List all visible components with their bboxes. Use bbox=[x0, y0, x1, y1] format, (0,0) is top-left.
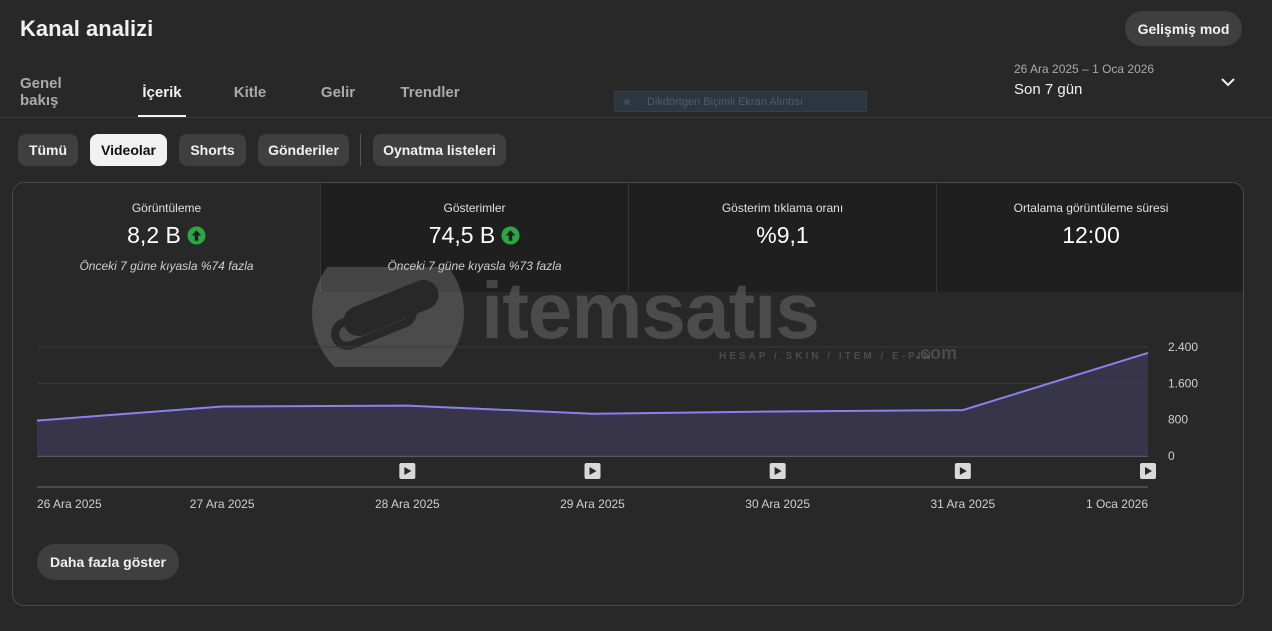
page-title: Kanal analizi bbox=[20, 16, 154, 41]
advanced-mode-button[interactable]: Gelişmiş mod bbox=[1125, 11, 1242, 46]
chip-playlists[interactable]: Oynatma listeleri bbox=[373, 134, 506, 166]
tab-content[interactable]: İçerik bbox=[138, 66, 186, 118]
metric-value: 12:00 bbox=[1062, 222, 1120, 248]
play-icon bbox=[1145, 467, 1152, 475]
x-tick-label: 1 Oca 2026 bbox=[1086, 497, 1148, 511]
y-tick-label: 1.600 bbox=[1168, 376, 1198, 390]
chip-posts[interactable]: Gönderiler bbox=[258, 134, 349, 166]
metric-label: Görüntüleme bbox=[131, 201, 202, 215]
metric-comparison: Önceki 7 güne kıyasla %74 fazla bbox=[79, 259, 254, 273]
show-more-button[interactable]: Daha fazla göster bbox=[37, 544, 179, 580]
x-tick-label: 31 Ara 2025 bbox=[930, 497, 995, 511]
metric-comparison: Önceki 7 güne kıyasla %73 fazla bbox=[387, 259, 562, 273]
metric-label: Gösterim tıklama oranı bbox=[721, 201, 844, 215]
trend-up-icon bbox=[501, 226, 520, 245]
metric-value-row: %9,1 bbox=[629, 222, 936, 249]
date-range-text: 26 Ara 2025 – 1 Oca 2026 bbox=[1014, 62, 1155, 76]
metric-value-row: 74,5 B bbox=[321, 222, 628, 249]
header-divider bbox=[0, 117, 1272, 118]
metric-label: Ortalama görüntüleme süresi bbox=[1013, 201, 1169, 215]
tab-audience[interactable]: Kitle bbox=[233, 83, 267, 101]
metric-value: %9,1 bbox=[756, 222, 809, 248]
trend-up-icon bbox=[187, 226, 206, 245]
metric-card-avg-view-duration[interactable]: Ortalama görüntüleme süresi 12:00 bbox=[937, 183, 1243, 292]
snipping-tooltip-label: Dikdörtgen Biçimli Ekran Alıntısı bbox=[647, 95, 803, 108]
metric-card-ctr[interactable]: Gösterim tıklama oranı %9,1 bbox=[629, 183, 937, 292]
chip-shorts[interactable]: Shorts bbox=[179, 134, 246, 166]
snip-icon bbox=[624, 99, 630, 105]
x-tick-label: 28 Ara 2025 bbox=[375, 497, 440, 511]
x-tick-label: 26 Ara 2025 bbox=[37, 497, 102, 511]
series-area bbox=[37, 352, 1148, 456]
y-tick-label: 0 bbox=[1168, 449, 1175, 463]
play-icon bbox=[404, 467, 412, 475]
metric-value: 74,5 B bbox=[428, 222, 496, 248]
snipping-tooltip: Dikdörtgen Biçimli Ekran Alıntısı bbox=[614, 91, 867, 112]
y-tick-label: 800 bbox=[1168, 413, 1188, 427]
metric-value: 8,2 B bbox=[127, 222, 181, 248]
views-chart: 2.400 1.600 800 0 26 Ara 2025 27 Ara 2025 28 A… bbox=[36, 340, 1198, 511]
date-period-label: Son 7 gün bbox=[1014, 81, 1083, 98]
tab-bar: Genel bakış İçerik Kitle Gelir Trendler bbox=[0, 66, 1272, 118]
metric-value-row: 12:00 bbox=[937, 222, 1243, 249]
analytics-panel: Görüntüleme 8,2 B Önceki 7 güne kıyasla … bbox=[12, 182, 1244, 606]
date-range-picker[interactable]: 26 Ara 2025 – 1 Oca 2026 Son 7 gün bbox=[1014, 62, 1244, 106]
x-tick-label: 27 Ara 2025 bbox=[190, 497, 255, 511]
metric-value-row: 8,2 B bbox=[13, 222, 320, 249]
play-icon bbox=[774, 467, 782, 475]
metric-label: Gösterimler bbox=[443, 201, 506, 215]
play-icon bbox=[959, 467, 967, 475]
chip-separator bbox=[360, 134, 361, 166]
play-icon bbox=[589, 467, 597, 475]
chevron-down-icon[interactable] bbox=[1220, 74, 1236, 90]
tab-revenue[interactable]: Gelir bbox=[320, 83, 356, 101]
chip-videos[interactable]: Videolar bbox=[90, 134, 167, 166]
tab-trends[interactable]: Trendler bbox=[400, 83, 460, 101]
chip-all[interactable]: Tümü bbox=[18, 134, 78, 166]
y-tick-label: 2.400 bbox=[1168, 340, 1198, 354]
metric-card-impressions[interactable]: Gösterimler 74,5 B Önceki 7 güne kıyasla… bbox=[321, 183, 629, 292]
x-tick-label: 30 Ara 2025 bbox=[745, 497, 810, 511]
metric-cards: Görüntüleme 8,2 B Önceki 7 güne kıyasla … bbox=[13, 183, 1243, 292]
tab-overview[interactable]: Genel bakış bbox=[20, 75, 62, 109]
metric-card-views[interactable]: Görüntüleme 8,2 B Önceki 7 güne kıyasla … bbox=[13, 183, 321, 292]
x-tick-label: 29 Ara 2025 bbox=[560, 497, 625, 511]
